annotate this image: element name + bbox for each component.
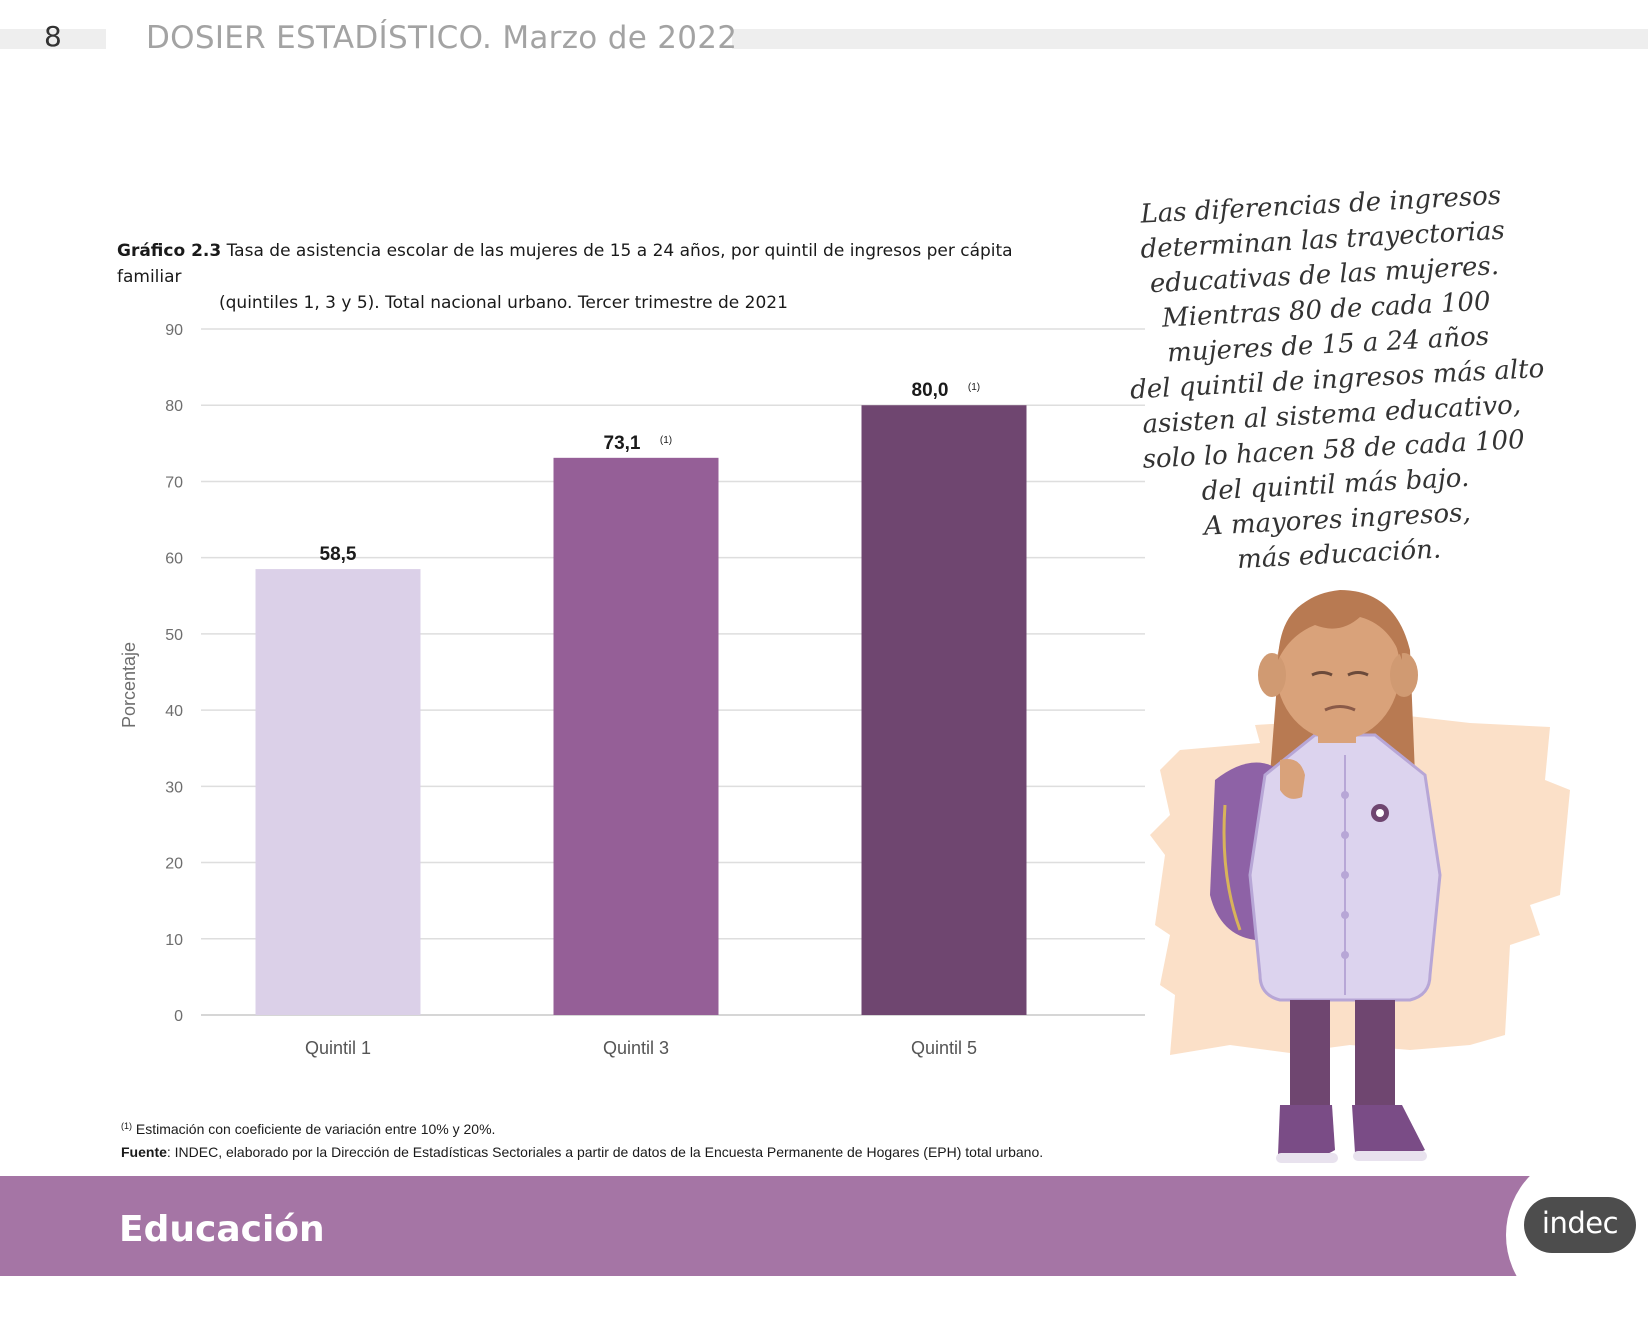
leg-right <box>1355 1000 1395 1120</box>
ear-left <box>1258 653 1286 697</box>
y-tick-label: 30 <box>165 779 183 796</box>
coat-button <box>1341 911 1349 919</box>
y-tick-label: 10 <box>165 932 183 949</box>
chart-title-line2: (quintiles 1, 3 y 5). Total nacional urb… <box>219 293 788 313</box>
face <box>1276 600 1400 740</box>
source-text: : INDEC, elaborado por la Dirección de E… <box>166 1144 1044 1160</box>
y-tick-label: 70 <box>165 474 183 491</box>
document-title: DOSIER ESTADÍSTICO. Marzo de 2022 <box>146 20 738 56</box>
coat-button <box>1341 951 1349 959</box>
section-title: Educación <box>119 1209 325 1250</box>
eye-left <box>1311 671 1333 677</box>
backpack-zipper <box>1222 804 1242 931</box>
data-label: 73,1 <box>604 433 641 454</box>
header-bar-right <box>732 29 1648 49</box>
x-tick-label: Quintil 3 <box>603 1038 669 1058</box>
y-axis-label: Porcentaje <box>119 642 139 728</box>
indec-logo <box>1524 1197 1636 1253</box>
data-label-note: (1) <box>660 435 672 446</box>
y-tick-label: 60 <box>165 551 183 568</box>
coat-button <box>1341 791 1349 799</box>
bar <box>553 457 719 1015</box>
chart-heading: Gráfico 2.3 Tasa de asistencia escolar d… <box>117 238 1077 316</box>
y-tick-label: 50 <box>165 627 183 644</box>
footnote: (1) Estimación con coeficiente de variac… <box>121 1115 1121 1141</box>
sole-right <box>1353 1151 1427 1161</box>
footnote-text: Estimación con coeficiente de variación … <box>135 1121 496 1137</box>
source-label: Fuente <box>121 1144 167 1160</box>
x-tick-label: Quintil 1 <box>305 1038 371 1058</box>
coat-button <box>1341 831 1349 839</box>
ribbon-badge-center <box>1376 809 1384 817</box>
chart-title-line1: Tasa de asistencia escolar de las mujere… <box>117 241 1013 287</box>
bar-chart: 0 10 20 30 40 50 60 70 80 90 Porcentaje 58,5 Quintil… <box>119 322 1145 1058</box>
girl-student-illustration <box>1150 590 1570 1163</box>
y-tick-label: 20 <box>165 856 183 873</box>
shoe-right <box>1352 1105 1425 1159</box>
data-label: 58,5 <box>320 544 357 565</box>
sole-left <box>1276 1153 1338 1163</box>
footnote-mark: (1) <box>121 1121 132 1131</box>
source-note: Fuente: INDEC, elaborado por la Direcció… <box>121 1141 1121 1164</box>
data-label: 80,0 <box>912 380 949 401</box>
bar <box>255 569 421 1015</box>
x-tick-label: Quintil 5 <box>911 1038 977 1058</box>
eye-right <box>1347 671 1369 677</box>
hand <box>1280 759 1305 799</box>
handwritten-quote: Las diferencias de ingresos determinan l… <box>1120 178 1545 583</box>
mouth <box>1324 705 1356 712</box>
leg-left <box>1290 1000 1330 1120</box>
data-label-note: (1) <box>968 382 980 393</box>
y-tick-label: 40 <box>165 703 183 720</box>
page-number: 8 <box>44 20 62 53</box>
bar <box>861 405 1027 1015</box>
chart-notes: (1) Estimación con coeficiente de variac… <box>121 1115 1121 1164</box>
y-tick-label: 80 <box>165 398 183 415</box>
indec-logo-text: indec <box>1541 1206 1619 1240</box>
footer-band <box>0 1176 1648 1276</box>
coat-button <box>1341 871 1349 879</box>
y-tick-label: 90 <box>165 322 183 339</box>
y-tick-label: 0 <box>174 1008 183 1025</box>
chart-number-label: Gráfico 2.3 <box>117 241 222 261</box>
ear-right <box>1390 653 1418 697</box>
shoe-left <box>1278 1105 1335 1159</box>
hair-front <box>1278 593 1402 660</box>
header-bar-left <box>0 29 106 49</box>
